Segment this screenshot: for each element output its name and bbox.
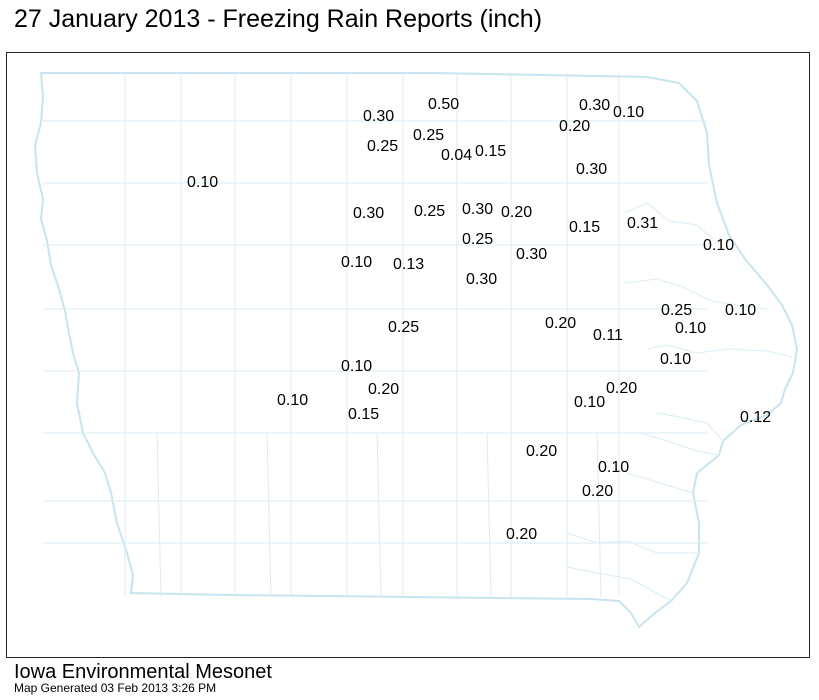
iowa-county-map [33, 72, 799, 629]
rain-report-label: 0.20 [506, 526, 538, 543]
rain-report-label: 0.10 [574, 394, 606, 411]
map-frame: 0.50 0.30 0.30 0.10 0.20 0.25 0.25 0.04 0.15 0.10… [6, 52, 810, 658]
rain-report-label: 0.20 [559, 118, 591, 135]
rain-report-label: 0.30 [579, 97, 611, 114]
footer-generated: Map Generated 03 Feb 2013 3:26 PM [14, 681, 217, 695]
county-line [596, 432, 602, 598]
rain-report-label: 0.20 [606, 380, 638, 397]
rain-report-label: 0.25 [413, 127, 445, 144]
rain-report-label: 0.10 [187, 174, 219, 191]
rain-report-label: 0.10 [341, 358, 373, 375]
county-line [486, 432, 492, 598]
rain-report-label: 0.10 [277, 392, 309, 409]
rain-report-label: 0.10 [725, 302, 757, 319]
rain-report-label: 0.20 [501, 204, 533, 221]
rain-report-label: 0.30 [466, 271, 498, 288]
rain-report-label: 0.30 [516, 246, 548, 263]
rain-report-label: 0.10 [660, 351, 692, 368]
rain-report-label: 0.20 [582, 483, 614, 500]
county-lines-irregular [566, 202, 794, 602]
county-lines [43, 73, 707, 598]
rain-report-label: 0.25 [367, 138, 399, 155]
county-line [376, 432, 382, 598]
rain-report-label: 0.31 [627, 215, 659, 232]
rain-report-label: 0.25 [462, 231, 494, 248]
rain-report-label: 0.30 [353, 205, 385, 222]
rain-report-label: 0.30 [576, 161, 608, 178]
rain-report-label: 0.50 [428, 96, 460, 113]
rain-report-label: 0.04 [441, 147, 473, 164]
rain-report-label: 0.25 [414, 203, 446, 220]
rain-report-label: 0.12 [740, 409, 772, 426]
rain-report-label: 0.25 [661, 302, 693, 319]
map-title: 27 January 2013 - Freezing Rain Reports … [14, 5, 543, 33]
county-line [266, 432, 272, 598]
rain-report-label: 0.20 [368, 381, 400, 398]
rain-report-label: 0.15 [569, 219, 601, 236]
rain-report-label: 0.10 [598, 459, 630, 476]
rain-report-label: 0.13 [393, 256, 425, 273]
rain-report-label: 0.10 [341, 254, 373, 271]
rain-report-label: 0.10 [613, 104, 645, 121]
rain-report-label: 0.20 [545, 315, 577, 332]
iowa-state-outline [33, 72, 799, 629]
rain-report-label: 0.10 [703, 237, 735, 254]
rain-report-label: 0.11 [593, 327, 623, 344]
rain-report-label: 0.20 [526, 443, 558, 460]
footer-organization: Iowa Environmental Mesonet [14, 661, 272, 683]
county-line [156, 432, 162, 598]
rain-report-label: 0.25 [388, 319, 420, 336]
rain-report-label: 0.30 [363, 108, 395, 125]
rain-report-label: 0.15 [475, 143, 507, 160]
rain-report-label: 0.15 [348, 406, 380, 423]
rain-report-label: 0.10 [675, 320, 707, 337]
rain-report-label: 0.30 [462, 201, 494, 218]
